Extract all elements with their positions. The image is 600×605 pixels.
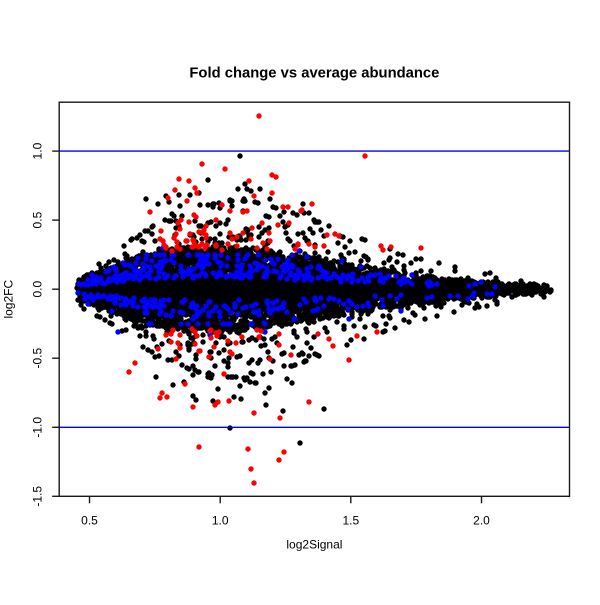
- svg-text:log2Signal: log2Signal: [286, 538, 342, 552]
- svg-text:2.0: 2.0: [473, 514, 490, 528]
- svg-text:log2FC: log2FC: [2, 280, 16, 319]
- svg-text:1.0: 1.0: [212, 514, 229, 528]
- svg-text:-1.5: -1.5: [31, 486, 45, 507]
- svg-text:-0.5: -0.5: [31, 348, 45, 369]
- svg-text:0.5: 0.5: [81, 514, 98, 528]
- svg-text:0.5: 0.5: [31, 211, 45, 228]
- svg-text:Fold change vs average abundan: Fold change vs average abundance: [189, 66, 439, 82]
- svg-text:1.0: 1.0: [31, 142, 45, 159]
- svg-text:0.0: 0.0: [31, 281, 45, 298]
- svg-text:-1.0: -1.0: [31, 417, 45, 438]
- svg-text:1.5: 1.5: [342, 514, 359, 528]
